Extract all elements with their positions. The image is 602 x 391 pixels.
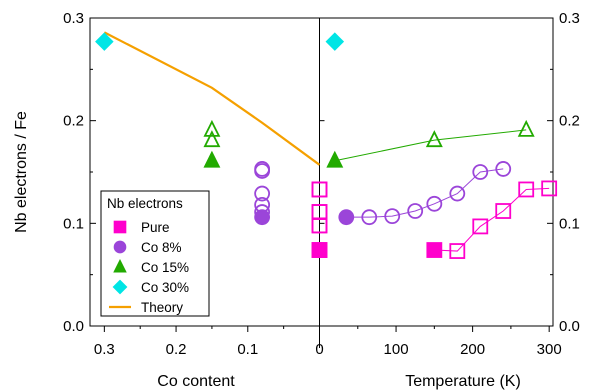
data-markers: [95, 32, 558, 259]
legend-swatch-co-15-: [113, 258, 127, 273]
marker-temp-co-30--filled: [325, 32, 345, 51]
legend-label-co-30-: Co 30%: [141, 280, 189, 295]
y-tick-label-right: 0.0: [559, 318, 580, 335]
line-temp-pure: [434, 187, 550, 252]
marker-co-co-8--filled: [254, 209, 271, 226]
marker-co-co-15--filled: [203, 150, 221, 168]
y-tick-label-left: 0.2: [63, 113, 84, 130]
legend: Nb electrons Pure Co 8% Co 15% Co 30% Theory: [100, 190, 210, 317]
x-tick-label-temp: 200: [460, 341, 485, 358]
legend-label-co-8-: Co 8%: [141, 240, 182, 255]
legend-swatch-co-8-: [113, 240, 127, 254]
legend-box: [100, 190, 210, 317]
theory-line: [103, 31, 321, 166]
marker-temp-pure-open: [449, 243, 466, 259]
marker-temp-co-8--open: [495, 161, 512, 177]
marker-temp-co-15--open: [517, 119, 535, 137]
x-tick-label-temp: 300: [537, 341, 562, 358]
marker-temp-pure-filled: [311, 242, 328, 258]
marker-temp-co-8--open: [384, 208, 401, 225]
x-tick-label-co: 0.1: [237, 341, 258, 358]
marker-temp-co-8--open: [407, 203, 424, 219]
marker-temp-pure-open: [518, 181, 535, 198]
x-axis-label-temperature: Temperature (K): [405, 373, 521, 390]
marker-temp-co-8--open: [426, 195, 443, 212]
marker-temp-co-8--open: [361, 209, 378, 226]
legend-title: Nb electrons: [107, 196, 183, 211]
marker-co-co-15--open: [203, 119, 221, 137]
x-tick-label-temp: 100: [384, 341, 409, 358]
y-tick-label-left: 0.0: [63, 318, 84, 335]
x-axis-label-co-content: Co content: [157, 373, 235, 390]
x-tick-label-co: 0.3: [94, 341, 115, 358]
x-tick-label-co: 0: [315, 341, 323, 358]
marker-temp-co-8--open: [449, 185, 466, 202]
marker-temp-pure-open: [311, 181, 328, 198]
marker-temp-co-8--filled: [338, 209, 355, 226]
x-tick-label-co: 0.2: [166, 341, 187, 358]
data-lines: [103, 31, 550, 252]
axis-ticks: 0.0 0.0 0.1 0.1 0.2 0.2 0.3 0.3 0.3 0.2 0.1 0 100 200…: [63, 10, 580, 358]
legend-label-co-15-: Co 15%: [141, 260, 189, 275]
marker-temp-co-15--open: [425, 130, 443, 148]
marker-temp-pure-open: [541, 180, 558, 197]
marker-temp-co-15--filled: [326, 150, 344, 168]
y-tick-label-right: 0.2: [559, 113, 580, 130]
marker-temp-pure-open: [311, 204, 328, 220]
marker-temp-co-8--open: [472, 164, 489, 180]
marker-temp-pure-open: [495, 203, 512, 219]
y-tick-label-left: 0.3: [63, 10, 84, 27]
marker-co-co-15--open: [203, 130, 221, 148]
y-tick-label-right: 0.1: [559, 215, 580, 232]
marker-co-co-30--filled: [95, 32, 114, 51]
y-tick-label-right: 0.3: [559, 10, 580, 27]
line-temp-co-15-: [334, 129, 527, 162]
legend-swatch-pure: [113, 220, 127, 234]
legend-swatch-co-30-: [112, 279, 128, 295]
marker-co-co-8--open: [254, 161, 271, 177]
legend-label-theory: Theory: [141, 300, 183, 315]
y-tick-label-left: 0.1: [63, 215, 84, 232]
marker-temp-pure-filled: [426, 242, 443, 258]
line-temp-co-8-: [346, 168, 504, 218]
y-axis-label: Nb electrons / Fe: [13, 111, 30, 233]
legend-label-pure: Pure: [141, 220, 170, 235]
marker-temp-pure-open: [472, 218, 489, 235]
marker-co-co-8--open: [254, 185, 271, 202]
